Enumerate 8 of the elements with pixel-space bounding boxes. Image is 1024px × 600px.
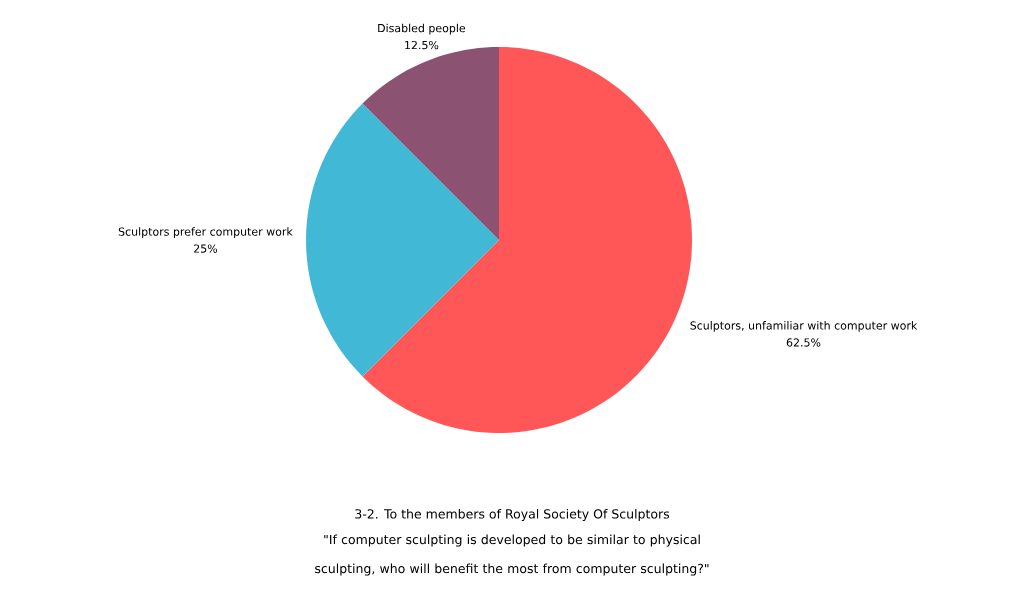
data-label: 25% (194, 244, 218, 253)
slice-label: Sculptors prefer computer work (118, 227, 293, 238)
text: "If computer sculpting is developed to be similar to physical sculpting, who will benefit the most from computer sculpting?" (315, 534, 709, 576)
slice-label: Sculptors, unfamiliar with computer work (690, 321, 918, 332)
data-label: 12.5% (405, 40, 439, 50)
data-label: 62.5% (786, 338, 821, 347)
text: 3-2. To the members of Royal Society Of Sculptors (355, 508, 670, 522)
slice-label: Disabled people (378, 23, 466, 35)
